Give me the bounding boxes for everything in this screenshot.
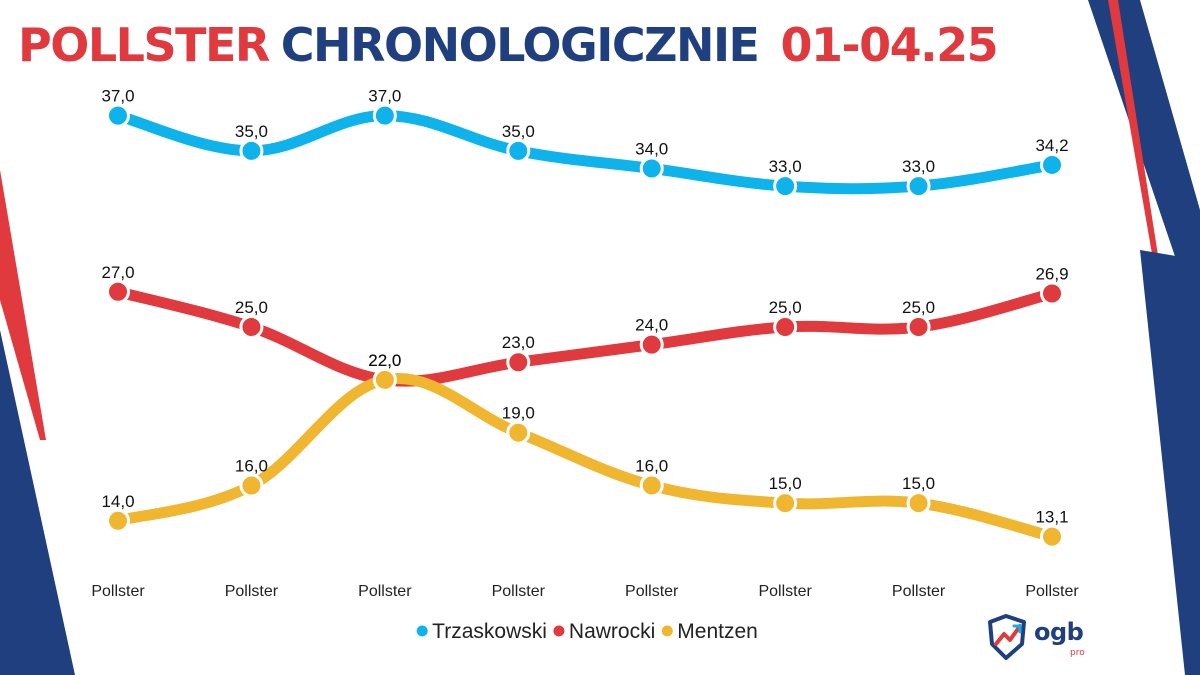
data-point-trzaskowski-1 <box>106 103 130 128</box>
x-tick-label-1: Pollster <box>91 583 145 600</box>
data-point-trzaskowski-4 <box>506 138 531 163</box>
data-point-mentzen-1 <box>106 508 130 533</box>
data-label-mentzen-2: 16,0 <box>235 457 268 476</box>
logo-text: ogb <box>1034 618 1084 646</box>
data-point-mentzen-3 <box>372 367 397 392</box>
legend-label-nawrocki: Nawrocki <box>569 620 655 643</box>
data-label-nawrocki-3: 22,0 <box>368 351 401 370</box>
data-point-mentzen-7 <box>906 491 931 516</box>
right-stripe-navy-lower <box>1140 250 1200 675</box>
data-point-nawrocki-2 <box>239 315 264 339</box>
data-label-trzaskowski-1: 37,0 <box>101 87 134 106</box>
series-line-nawrocki <box>112 286 1058 387</box>
logo-subtext: pro <box>1070 648 1085 658</box>
data-point-nawrocki-7 <box>906 315 931 339</box>
data-label-mentzen-1: 14,0 <box>101 492 134 511</box>
data-point-trzaskowski-7 <box>906 174 931 199</box>
data-point-trzaskowski-5 <box>639 156 664 181</box>
legend-marker-mentzen <box>661 625 673 637</box>
title-pollster: POLLSTER <box>18 18 270 72</box>
data-point-trzaskowski-6 <box>773 174 798 199</box>
data-point-mentzen-5 <box>639 473 664 498</box>
x-tick-label-4: Pollster <box>492 583 546 600</box>
title-chronologicznie: CHRONOLOGICZNIE <box>280 18 760 72</box>
data-label-trzaskowski-2: 35,0 <box>235 122 268 141</box>
series-line-trzaskowski <box>112 110 1058 195</box>
data-point-trzaskowski-8 <box>1040 152 1064 177</box>
x-tick-label-5: Pollster <box>625 583 679 600</box>
data-label-nawrocki-6: 25,0 <box>769 298 802 317</box>
data-label-trzaskowski-4: 35,0 <box>502 122 535 141</box>
legend-label-trzaskowski: Trzaskowski <box>432 620 547 643</box>
data-point-nawrocki-8 <box>1040 281 1064 306</box>
ogb-logo: ogb pro <box>986 614 1098 664</box>
data-label-mentzen-3: 22,0 <box>368 351 401 370</box>
data-label-nawrocki-5: 24,0 <box>635 316 668 335</box>
data-point-mentzen-6 <box>773 491 798 516</box>
legend-marker-nawrocki <box>553 625 565 637</box>
legend-marker-trzaskowski <box>416 625 428 637</box>
data-label-nawrocki-8: 26,9 <box>1035 265 1068 284</box>
right-stripe-red-thin <box>1108 0 1165 300</box>
data-point-nawrocki-4 <box>506 350 531 375</box>
legend-label-mentzen: Mentzen <box>677 620 758 643</box>
x-tick-label-7: Pollster <box>892 583 946 600</box>
ogb-logo-icon <box>988 614 1026 660</box>
data-label-trzaskowski-8: 34,2 <box>1035 136 1068 155</box>
data-label-nawrocki-2: 25,0 <box>235 298 268 317</box>
data-label-trzaskowski-6: 33,0 <box>769 157 802 176</box>
left-stripe-navy <box>0 330 75 675</box>
data-label-mentzen-4: 19,0 <box>502 404 535 423</box>
data-label-trzaskowski-7: 33,0 <box>902 157 935 176</box>
x-tick-label-3: Pollster <box>358 583 412 600</box>
data-label-mentzen-8: 13,1 <box>1035 508 1068 527</box>
data-point-trzaskowski-2 <box>239 138 264 163</box>
right-stripe-navy <box>1088 0 1200 330</box>
data-label-nawrocki-4: 23,0 <box>502 333 535 352</box>
data-point-mentzen-2 <box>239 473 264 498</box>
x-tick-label-6: Pollster <box>758 583 812 600</box>
series-line-mentzen <box>112 373 1058 543</box>
x-tick-label-2: Pollster <box>225 583 279 600</box>
data-point-trzaskowski-3 <box>372 103 397 128</box>
data-label-nawrocki-1: 27,0 <box>101 263 134 282</box>
data-label-nawrocki-7: 25,0 <box>902 298 935 317</box>
title-date-range: 01-04.25 <box>780 18 998 72</box>
left-stripe-red <box>0 170 46 440</box>
data-point-nawrocki-1 <box>106 279 130 304</box>
data-point-mentzen-8 <box>1040 524 1064 549</box>
data-label-mentzen-5: 16,0 <box>635 457 668 476</box>
x-tick-label-8: Pollster <box>1025 583 1079 600</box>
chart-title: POLLSTER CHRONOLOGICZNIE 01-04.25 <box>18 18 999 72</box>
data-point-mentzen-4 <box>506 420 531 445</box>
data-label-trzaskowski-5: 34,0 <box>635 139 668 158</box>
data-label-mentzen-6: 15,0 <box>769 474 802 493</box>
data-label-trzaskowski-3: 37,0 <box>368 87 401 106</box>
data-point-nawrocki-6 <box>773 315 798 339</box>
data-point-nawrocki-5 <box>639 332 664 357</box>
data-label-mentzen-7: 15,0 <box>902 474 935 493</box>
